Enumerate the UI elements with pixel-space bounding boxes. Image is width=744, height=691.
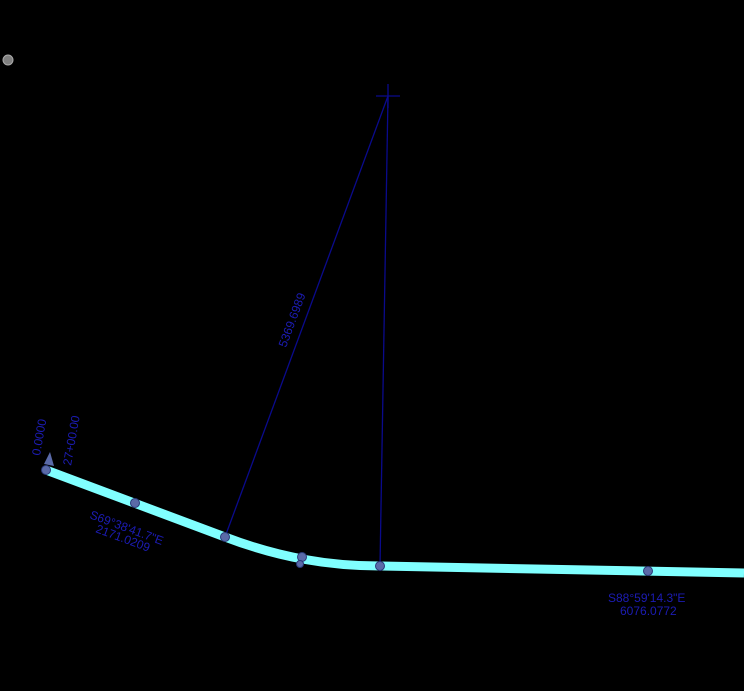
node-tangent2-mid[interactable]: [643, 566, 653, 576]
crosshair-icon[interactable]: [376, 84, 400, 108]
start-offset-label: 0.0000: [29, 418, 49, 457]
tangent2-bearing-label: S88°59'14.3"E: [608, 591, 685, 605]
tangent2-length-label: 6076.0772: [620, 604, 677, 618]
node-pt[interactable]: [375, 561, 385, 571]
node-curve-mid-2[interactable]: [296, 560, 304, 568]
node-curve-mid[interactable]: [297, 552, 307, 562]
radius-label: 5369.6989: [276, 291, 309, 349]
start-station-label: 27+00.00: [60, 414, 83, 466]
arrowhead-icon: [44, 452, 54, 466]
radius-line-pc[interactable]: [224, 95, 389, 538]
radius-line-pt[interactable]: [379, 95, 389, 567]
node-pc[interactable]: [220, 532, 230, 542]
node-tangent1-mid[interactable]: [130, 498, 140, 508]
corner-node[interactable]: [2, 54, 14, 66]
node-start[interactable]: [41, 465, 51, 475]
alignment-path[interactable]: [44, 465, 744, 578]
